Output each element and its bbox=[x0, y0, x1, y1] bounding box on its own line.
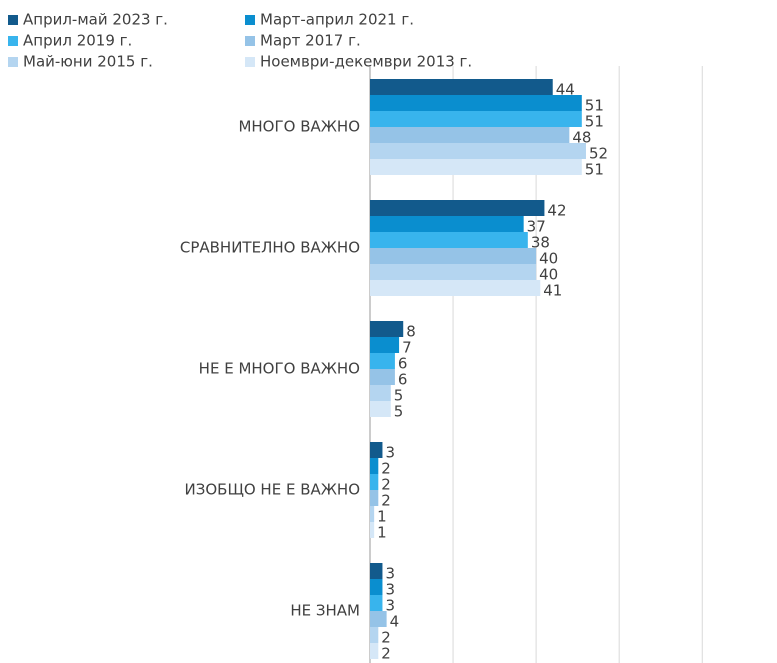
value-label: 5 bbox=[394, 387, 404, 405]
bar bbox=[370, 337, 400, 353]
bar bbox=[370, 401, 391, 417]
bar bbox=[370, 643, 379, 659]
value-label: 51 bbox=[585, 113, 604, 131]
legend-label: Март 2017 г. bbox=[260, 32, 361, 50]
bar bbox=[370, 369, 395, 385]
bar bbox=[370, 474, 379, 490]
category-label: МНОГО ВАЖНО bbox=[238, 118, 360, 136]
bar bbox=[370, 506, 375, 522]
bar bbox=[370, 321, 404, 337]
legend-swatch bbox=[8, 15, 18, 25]
value-label: 40 bbox=[539, 250, 558, 268]
category-label: ИЗОБЩО НЕ Е ВАЖНО bbox=[185, 481, 360, 499]
category-label: СРАВНИТЕЛНО ВАЖНО bbox=[180, 239, 360, 257]
bar bbox=[370, 95, 582, 111]
value-label: 52 bbox=[589, 145, 608, 163]
bar bbox=[370, 563, 383, 579]
bar bbox=[370, 595, 383, 611]
value-label: 6 bbox=[398, 371, 408, 389]
value-label: 40 bbox=[539, 266, 558, 284]
bar bbox=[370, 385, 391, 401]
value-label: 4 bbox=[390, 613, 400, 631]
bar bbox=[370, 200, 545, 216]
bar bbox=[370, 579, 383, 595]
category-label: НЕ ЗНАМ bbox=[290, 602, 360, 620]
legend-swatch bbox=[8, 57, 18, 67]
value-label: 1 bbox=[377, 508, 387, 526]
value-label: 5 bbox=[394, 403, 404, 421]
value-label: 3 bbox=[385, 565, 395, 583]
value-label: 7 bbox=[402, 339, 412, 357]
value-label: 3 bbox=[385, 581, 395, 599]
legend-swatch bbox=[245, 15, 255, 25]
bar bbox=[370, 627, 379, 643]
value-label: 2 bbox=[381, 629, 391, 647]
value-label: 8 bbox=[406, 323, 416, 341]
value-label: 3 bbox=[385, 597, 395, 615]
bar bbox=[370, 611, 387, 627]
bar bbox=[370, 111, 582, 127]
bar bbox=[370, 248, 537, 264]
value-label: 37 bbox=[527, 218, 546, 236]
bar bbox=[370, 264, 537, 280]
value-label: 1 bbox=[377, 524, 387, 542]
value-label: 2 bbox=[381, 645, 391, 663]
bar bbox=[370, 216, 524, 232]
bar bbox=[370, 280, 541, 296]
legend-label: Ноември-декември 2013 г. bbox=[260, 53, 472, 71]
legend-swatch bbox=[8, 36, 18, 46]
category-label: НЕ Е МНОГО ВАЖНО bbox=[199, 360, 360, 378]
legend-label: Май-юни 2015 г. bbox=[23, 53, 153, 71]
bar bbox=[370, 490, 379, 506]
legend-label: Април 2019 г. bbox=[23, 32, 132, 50]
bar bbox=[370, 353, 395, 369]
value-label: 48 bbox=[572, 129, 591, 147]
legend-label: Април-май 2023 г. bbox=[23, 11, 168, 29]
value-label: 51 bbox=[585, 161, 604, 179]
value-label: 41 bbox=[543, 282, 562, 300]
bar bbox=[370, 79, 553, 95]
legend-label: Март-април 2021 г. bbox=[260, 11, 414, 29]
bar bbox=[370, 232, 528, 248]
value-label: 51 bbox=[585, 97, 604, 115]
legend-swatch bbox=[245, 36, 255, 46]
legend-swatch bbox=[245, 57, 255, 67]
value-label: 2 bbox=[381, 460, 391, 478]
value-label: 42 bbox=[547, 202, 566, 220]
bar bbox=[370, 442, 383, 458]
value-label: 2 bbox=[381, 476, 391, 494]
bar bbox=[370, 522, 375, 538]
bar bbox=[370, 143, 586, 159]
value-label: 3 bbox=[385, 444, 395, 462]
bar bbox=[370, 127, 570, 143]
value-label: 44 bbox=[556, 81, 575, 99]
value-label: 6 bbox=[398, 355, 408, 373]
value-label: 2 bbox=[381, 492, 391, 510]
bar bbox=[370, 458, 379, 474]
value-label: 38 bbox=[531, 234, 550, 252]
bar bbox=[370, 159, 582, 175]
